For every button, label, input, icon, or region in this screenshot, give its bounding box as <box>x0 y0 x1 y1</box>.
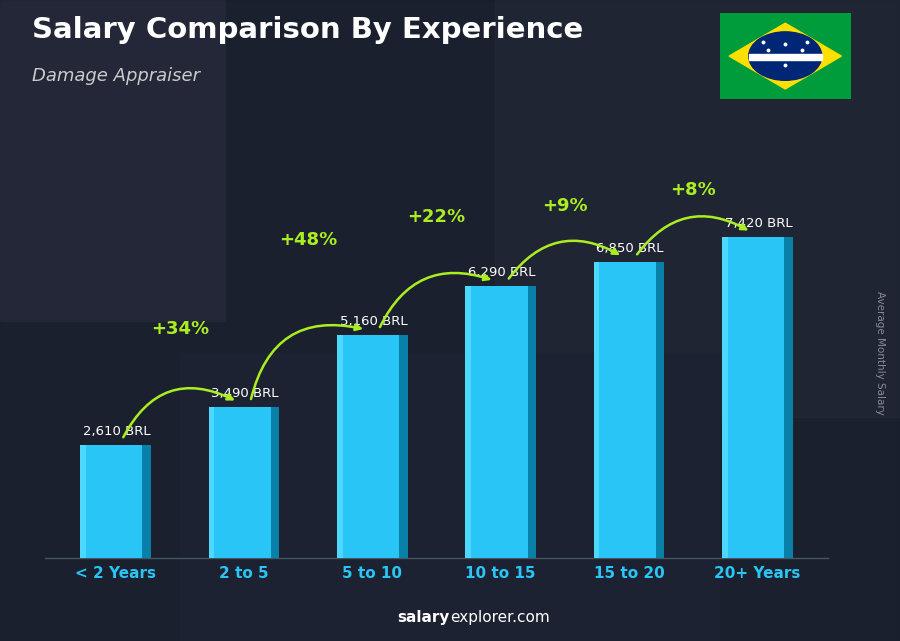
Text: +34%: +34% <box>150 320 209 338</box>
Text: 5,160 BRL: 5,160 BRL <box>339 315 407 328</box>
Bar <box>749 54 822 60</box>
Bar <box>0 0 225 320</box>
Bar <box>214 407 271 558</box>
Bar <box>337 335 343 558</box>
Text: 7,420 BRL: 7,420 BRL <box>724 217 792 230</box>
Bar <box>594 262 599 558</box>
Text: 6,290 BRL: 6,290 BRL <box>468 266 536 279</box>
Text: Salary Comparison By Experience: Salary Comparison By Experience <box>32 16 583 44</box>
Text: 6,850 BRL: 6,850 BRL <box>597 242 664 254</box>
Text: salary: salary <box>398 610 450 625</box>
Bar <box>271 407 279 558</box>
Bar <box>86 445 142 558</box>
Circle shape <box>749 32 822 80</box>
Bar <box>728 237 784 558</box>
Bar <box>142 445 151 558</box>
Bar <box>80 445 86 558</box>
Bar <box>527 286 536 558</box>
Bar <box>180 353 720 641</box>
Text: explorer.com: explorer.com <box>450 610 550 625</box>
Bar <box>495 0 900 417</box>
Text: +22%: +22% <box>408 208 465 226</box>
Text: Damage Appraiser: Damage Appraiser <box>32 67 200 85</box>
Text: Average Monthly Salary: Average Monthly Salary <box>875 290 886 415</box>
Bar <box>399 335 408 558</box>
Text: 2,610 BRL: 2,610 BRL <box>83 425 150 438</box>
Bar <box>656 262 664 558</box>
Text: 3,490 BRL: 3,490 BRL <box>212 387 279 400</box>
Bar <box>722 237 728 558</box>
Text: +48%: +48% <box>279 231 338 249</box>
Polygon shape <box>729 23 842 89</box>
Bar <box>784 237 793 558</box>
Bar <box>343 335 399 558</box>
Bar <box>471 286 527 558</box>
Bar <box>465 286 471 558</box>
Text: +8%: +8% <box>670 181 716 199</box>
Text: +9%: +9% <box>542 197 588 215</box>
Bar <box>599 262 656 558</box>
Bar <box>209 407 214 558</box>
